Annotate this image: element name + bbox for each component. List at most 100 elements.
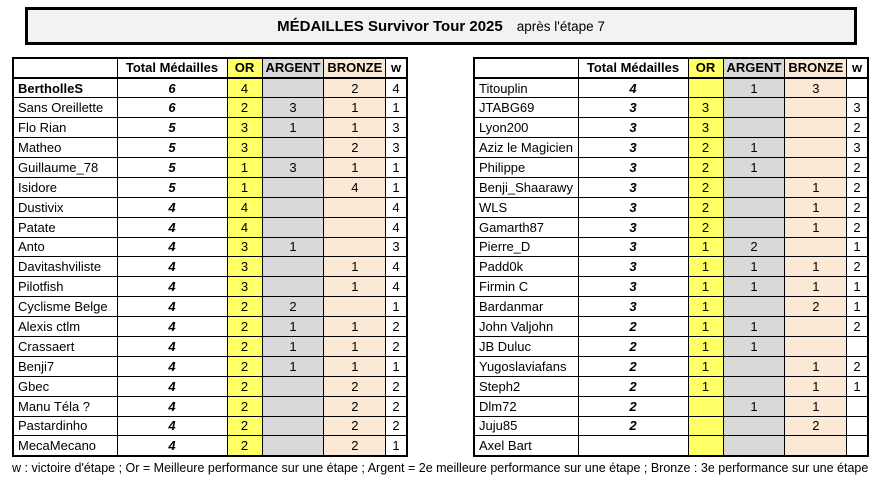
wins-count-cell[interactable]: 1 [846,375,869,397]
player-name-cell[interactable]: Axel Bart [473,435,579,457]
player-name-cell[interactable]: Lyon200 [473,117,579,139]
player-name-cell[interactable]: JB Duluc [473,335,579,357]
bronze-count-cell[interactable]: 1 [323,355,387,377]
wins-count-cell[interactable]: 3 [385,137,408,158]
header-total-medals[interactable]: Total Médailles [116,57,228,79]
argent-count-cell[interactable] [261,395,325,417]
total-medals-cell[interactable]: 2 [577,355,689,377]
total-medals-cell[interactable]: 5 [116,176,228,198]
argent-count-cell[interactable] [261,375,325,397]
bronze-count-cell[interactable]: 2 [323,395,387,417]
argent-count-cell[interactable] [261,216,325,238]
wins-count-cell[interactable]: 2 [385,335,408,357]
player-name-cell[interactable]: Pastardinho [12,415,118,437]
header-name[interactable] [12,57,118,79]
or-count-cell[interactable] [687,415,724,437]
bronze-count-cell[interactable] [784,316,848,337]
argent-count-cell[interactable] [722,176,786,198]
or-count-cell[interactable]: 2 [226,316,263,337]
total-medals-cell[interactable]: 4 [116,395,228,417]
wins-count-cell[interactable] [846,335,869,357]
total-medals-cell[interactable]: 3 [577,137,689,158]
total-medals-cell[interactable]: 2 [577,316,689,337]
or-count-cell[interactable]: 3 [687,117,724,139]
player-name-cell[interactable]: Davitashviliste [12,256,118,278]
bronze-count-cell[interactable]: 4 [323,176,387,198]
argent-count-cell[interactable]: 1 [722,256,786,278]
bronze-count-cell[interactable] [784,236,848,258]
total-medals-cell[interactable]: 4 [116,196,228,218]
wins-count-cell[interactable]: 2 [846,355,869,377]
or-count-cell[interactable]: 2 [226,375,263,397]
or-count-cell[interactable]: 2 [687,176,724,198]
or-count-cell[interactable]: 3 [226,117,263,139]
bronze-count-cell[interactable]: 1 [784,375,848,397]
bronze-count-cell[interactable]: 2 [784,415,848,437]
bronze-count-cell[interactable]: 2 [323,137,387,158]
player-name-cell[interactable]: MecaMecano [12,435,118,457]
player-name-cell[interactable]: Pierre_D [473,236,579,258]
or-count-cell[interactable]: 1 [687,316,724,337]
player-name-cell[interactable]: Gbec [12,375,118,397]
player-name-cell[interactable]: Bardanmar [473,296,579,318]
player-name-cell[interactable]: Philippe [473,156,579,178]
argent-count-cell[interactable] [722,216,786,238]
total-medals-cell[interactable]: 3 [577,296,689,318]
header-bronze[interactable]: BRONZE [323,57,387,79]
bronze-count-cell[interactable]: 1 [323,156,387,178]
bronze-count-cell[interactable]: 1 [784,395,848,417]
wins-count-cell[interactable]: 2 [385,316,408,337]
argent-count-cell[interactable] [722,117,786,139]
or-count-cell[interactable]: 1 [226,156,263,178]
total-medals-cell[interactable]: 3 [577,276,689,298]
bronze-count-cell[interactable] [784,137,848,158]
player-name-cell[interactable]: Guillaume_78 [12,156,118,178]
total-medals-cell[interactable]: 3 [577,236,689,258]
or-count-cell[interactable]: 1 [687,355,724,377]
wins-count-cell[interactable]: 2 [385,375,408,397]
argent-count-cell[interactable]: 3 [261,156,325,178]
wins-count-cell[interactable]: 3 [385,236,408,258]
player-name-cell[interactable]: Juju85 [473,415,579,437]
bronze-count-cell[interactable]: 3 [784,77,848,99]
wins-count-cell[interactable]: 2 [846,316,869,337]
argent-count-cell[interactable] [261,77,325,99]
total-medals-cell[interactable]: 3 [577,216,689,238]
argent-count-cell[interactable]: 1 [261,355,325,377]
argent-count-cell[interactable]: 1 [722,395,786,417]
argent-count-cell[interactable]: 1 [722,276,786,298]
or-count-cell[interactable]: 2 [687,137,724,158]
argent-count-cell[interactable]: 2 [261,296,325,318]
player-name-cell[interactable]: Dustivix [12,196,118,218]
player-name-cell[interactable]: Pilotfish [12,276,118,298]
or-count-cell[interactable]: 3 [226,236,263,258]
or-count-cell[interactable]: 1 [687,296,724,318]
total-medals-cell[interactable]: 4 [116,335,228,357]
wins-count-cell[interactable]: 2 [846,216,869,238]
or-count-cell[interactable]: 3 [226,256,263,278]
player-name-cell[interactable]: Yugoslaviafans [473,355,579,377]
player-name-cell[interactable]: BertholleS [12,77,118,99]
player-name-cell[interactable]: Firmin C [473,276,579,298]
wins-count-cell[interactable]: 1 [846,296,869,318]
total-medals-cell[interactable]: 2 [577,415,689,437]
or-count-cell[interactable]: 1 [687,236,724,258]
or-count-cell[interactable] [687,77,724,99]
header-or[interactable]: OR [687,57,724,79]
wins-count-cell[interactable]: 4 [385,216,408,238]
wins-count-cell[interactable]: 1 [385,435,408,457]
total-medals-cell[interactable]: 4 [116,355,228,377]
wins-count-cell[interactable]: 1 [846,276,869,298]
wins-count-cell[interactable] [846,435,869,457]
bronze-count-cell[interactable]: 1 [323,335,387,357]
player-name-cell[interactable]: Aziz le Magicien [473,137,579,158]
bronze-count-cell[interactable]: 1 [784,216,848,238]
total-medals-cell[interactable]: 6 [116,97,228,119]
or-count-cell[interactable]: 2 [226,335,263,357]
argent-count-cell[interactable] [261,256,325,278]
argent-count-cell[interactable]: 1 [722,77,786,99]
total-medals-cell[interactable]: 4 [116,236,228,258]
total-medals-cell[interactable]: 2 [577,375,689,397]
bronze-count-cell[interactable]: 1 [323,276,387,298]
argent-count-cell[interactable]: 1 [261,316,325,337]
